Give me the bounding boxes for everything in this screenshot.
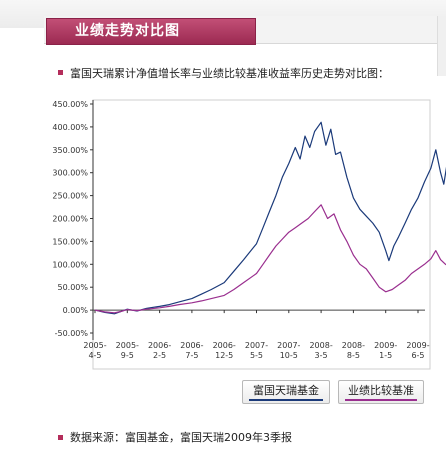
bullet-icon [58, 435, 63, 440]
x-tick-label: 2006-12-5 [213, 341, 236, 360]
y-tick-label: 0.00% [63, 306, 89, 315]
section-title: 业绩走势对比图 [46, 18, 256, 45]
x-tick-label: 2005-9-5 [116, 341, 139, 360]
y-tick-label: 450.00% [52, 100, 88, 109]
legend-fund-label: 富国天瑞基金 [253, 384, 319, 397]
x-tick-label: 2006-2-5 [148, 341, 171, 360]
x-tick-label: 2009-1-5 [374, 341, 397, 360]
y-tick-label: 300.00% [52, 169, 88, 178]
legend-fund[interactable]: 富国天瑞基金 [242, 380, 330, 404]
legend-benchmark-label: 业绩比较基准 [348, 384, 414, 397]
legend-benchmark-swatch [345, 399, 417, 401]
chart-intro-text: 富国天瑞累计净值增长率与业绩比较基准收益率历史走势对比图： [70, 67, 389, 80]
data-source-text: 数据来源：富国基金，富国天瑞2009年3季报 [70, 431, 292, 444]
series-line-benchmark [94, 204, 446, 314]
x-tick-label: 2009-6-5 [406, 341, 429, 360]
y-tick-label: 350.00% [52, 146, 88, 155]
x-tick-label: 2005-4-5 [83, 341, 106, 360]
x-tick-label: 2007-5-5 [245, 341, 268, 360]
plot-frame [92, 99, 431, 370]
x-tick-label: 2006-7-5 [180, 341, 203, 360]
y-tick-label: 400.00% [52, 123, 88, 132]
y-tick-label: -50.00% [55, 329, 89, 338]
y-tick-label: 250.00% [52, 192, 88, 201]
y-tick-label: 100.00% [52, 260, 88, 269]
y-tick-label: 150.00% [52, 237, 88, 246]
bullet-icon [58, 70, 63, 75]
legend-fund-swatch [249, 399, 323, 401]
x-tick-label: 2008-8-5 [342, 341, 365, 360]
x-tick-label: 2008-3-5 [309, 341, 332, 360]
y-tick-label: 50.00% [57, 283, 88, 292]
x-tick-label: 2007-10-5 [277, 341, 300, 360]
y-tick-label: 200.00% [52, 215, 88, 224]
scrollbar-edge[interactable] [437, 16, 446, 76]
series-line-fund [94, 121, 446, 315]
legend-benchmark[interactable]: 业绩比较基准 [338, 380, 424, 404]
